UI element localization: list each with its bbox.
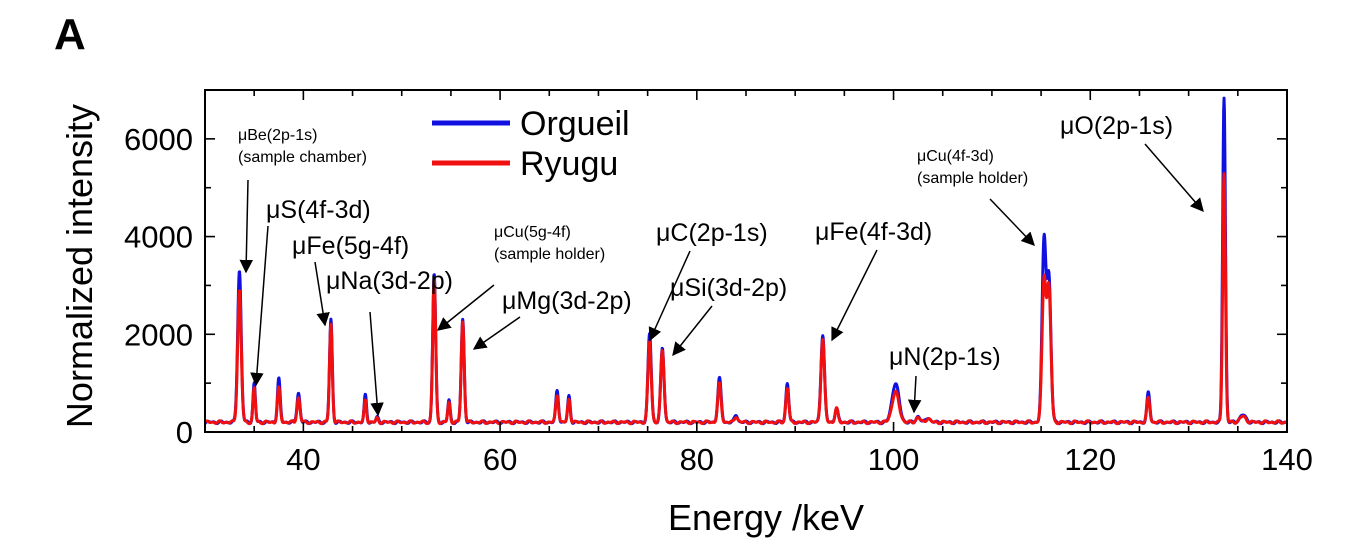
annotation-label: μNa(3d-2p) <box>326 267 453 295</box>
series-line-ryugu <box>203 172 1289 426</box>
annotation-label: μMg(3d-2p) <box>502 287 632 315</box>
plot-frame <box>204 89 1288 433</box>
annotation-label: μCu(5g-4f) <box>494 224 571 241</box>
axes-layer: 40 60 80 100 120 140 0 2000 4000 6000 Energy /keV N… <box>59 89 1313 538</box>
y-tick-label: 2000 <box>124 317 193 352</box>
legend-label-ryugu: Ryugu <box>520 145 618 183</box>
annotation--o-2p-1s-: μO(2p-1s) <box>1060 112 1204 213</box>
annotation--be-2p-1s-: μBe(2p-1s) (sample chamber) <box>238 127 367 274</box>
annotation-arrow <box>472 316 521 350</box>
annotation--s-4f-3d-: μS(4f-3d) <box>250 196 371 387</box>
x-tick-label: 140 <box>1261 442 1313 477</box>
annotation--mg-3d-2p-: μMg(3d-2p) <box>472 287 632 350</box>
annotation-sublabel: (sample holder) <box>917 170 1028 187</box>
annotation-label: μO(2p-1s) <box>1060 112 1173 140</box>
annotation-arrow <box>672 305 713 357</box>
annotation--cu-5g-4f-: μCu(5g-4f) (sample holder) <box>436 224 605 331</box>
x-tick-label: 120 <box>1064 442 1116 477</box>
x-tick-label: 100 <box>868 442 920 477</box>
annotation--na-3d-2p-: μNa(3d-2p) <box>326 267 453 417</box>
y-axis-title: Normalized intensity <box>59 104 100 428</box>
annotation-layer: μBe(2p-1s) (sample chamber) μS(4f-3d) μFe(5… <box>238 112 1204 417</box>
annotation--n-2p-1s-: μN(2p-1s) <box>889 343 1001 414</box>
annotation-label: μSi(3d-2p) <box>670 274 787 302</box>
annotation-sublabel: (sample holder) <box>494 246 605 263</box>
annotation-arrow <box>314 261 330 327</box>
x-tick-label: 40 <box>286 442 320 477</box>
annotation--fe-4f-3d-: μFe(4f-3d) <box>815 218 932 342</box>
x-axis-title: Energy /keV <box>668 497 864 538</box>
series-layer <box>203 96 1289 426</box>
annotation-label: μN(2p-1s) <box>889 343 1001 371</box>
annotation--si-3d-2p-: μSi(3d-2p) <box>670 274 787 357</box>
annotation-label: μFe(4f-3d) <box>815 218 932 246</box>
annotation-arrow <box>436 284 495 331</box>
annotation-label: μBe(2p-1s) <box>238 127 317 144</box>
legend-label-orgueil: Orgueil <box>520 105 630 143</box>
annotation-arrow <box>369 311 384 417</box>
panel-label: A <box>54 10 86 59</box>
annotation-label: μFe(5g-4f) <box>292 232 409 260</box>
annotation--cu-4f-3d-: μCu(4f-3d) (sample holder) <box>917 148 1035 246</box>
annotation-arrow <box>648 250 691 342</box>
annotation-arrow <box>831 249 878 342</box>
annotation-label: μC(2p-1s) <box>656 219 768 247</box>
annotation-label: μCu(4f-3d) <box>917 148 994 165</box>
y-tick-label: 4000 <box>124 220 193 255</box>
x-tick-label: 60 <box>483 442 517 477</box>
annotation-sublabel: (sample chamber) <box>238 149 367 166</box>
annotation-arrow <box>989 198 1035 246</box>
series-line-orgueil <box>203 96 1289 426</box>
annotation-arrow <box>239 179 254 274</box>
y-tick-label: 0 <box>176 415 193 450</box>
x-tick-label: 80 <box>680 442 714 477</box>
annotation-arrow <box>250 225 269 387</box>
y-tick-label: 6000 <box>124 122 193 157</box>
annotation--c-2p-1s-: μC(2p-1s) <box>648 219 768 342</box>
annotation-arrow <box>907 375 922 414</box>
annotation-arrow <box>1144 143 1204 213</box>
annotation-label: μS(4f-3d) <box>266 196 371 224</box>
annotation--fe-5g-4f-: μFe(5g-4f) <box>292 232 409 327</box>
